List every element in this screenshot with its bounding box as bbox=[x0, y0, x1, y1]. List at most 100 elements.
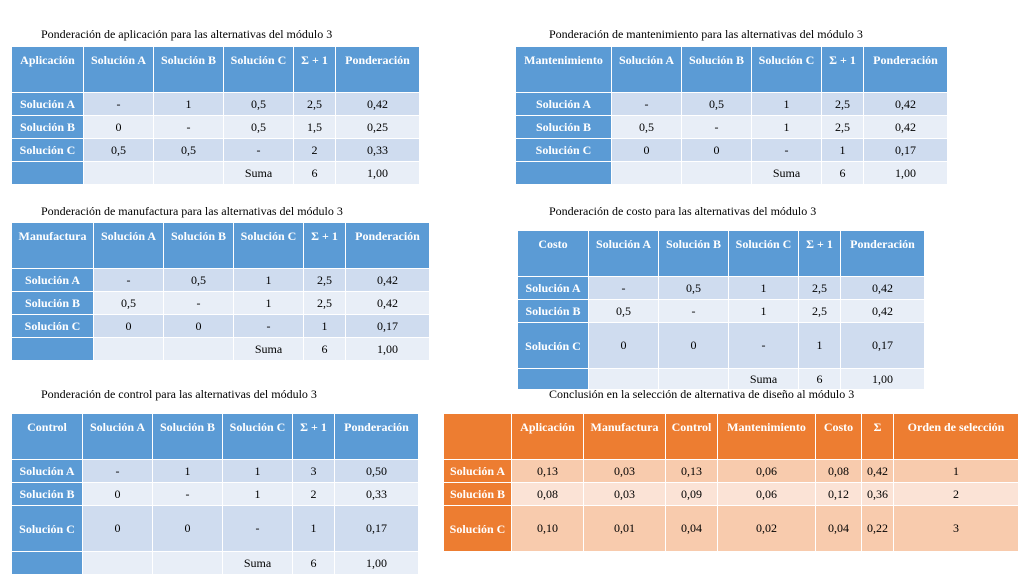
cell: 2,5 bbox=[303, 291, 346, 315]
header-cell: Solución B bbox=[658, 230, 729, 277]
header-cell: Aplicación bbox=[511, 413, 584, 460]
cell: - bbox=[681, 115, 752, 139]
cell: 1 bbox=[751, 115, 822, 139]
cell: 2,5 bbox=[303, 268, 346, 292]
row-header: Solución A bbox=[443, 459, 512, 483]
row-header: Solución A bbox=[11, 268, 94, 292]
row-header: Solución A bbox=[11, 92, 84, 116]
row-header bbox=[517, 368, 589, 390]
cell: 0,12 bbox=[815, 482, 862, 506]
cell: 0,5 bbox=[588, 299, 659, 323]
cell: 1,00 bbox=[335, 161, 420, 185]
row-header: Solución C bbox=[11, 314, 94, 338]
header-cell: Solución A bbox=[93, 222, 164, 269]
row-header: Solución A bbox=[517, 276, 589, 300]
cell: - bbox=[588, 276, 659, 300]
table-manufactura: Manufactura Solución A Solución B Soluci… bbox=[11, 222, 430, 361]
cell: 3 bbox=[893, 505, 1019, 552]
caption-control: Ponderación de control para las alternat… bbox=[41, 387, 317, 401]
cell: - bbox=[93, 268, 164, 292]
row-header: Solución C bbox=[11, 138, 84, 162]
cell: - bbox=[82, 459, 153, 483]
row-header bbox=[11, 161, 84, 185]
cell: 0,33 bbox=[335, 138, 420, 162]
header-cell: Solución C bbox=[751, 46, 822, 93]
header-cell: Solución B bbox=[163, 222, 234, 269]
header-cell: Orden de selección bbox=[893, 413, 1019, 460]
cell: 0,5 bbox=[83, 138, 154, 162]
row-header: Solución A bbox=[11, 459, 83, 483]
table-aplicacion: Aplicación Solución A Solución B Solució… bbox=[11, 46, 420, 185]
cell: 1 bbox=[751, 92, 822, 116]
cell: 0,42 bbox=[840, 299, 925, 323]
cell: 0,08 bbox=[815, 459, 862, 483]
cell: 0,04 bbox=[665, 505, 718, 552]
cell: 0 bbox=[658, 322, 729, 369]
cell: 1 bbox=[798, 322, 841, 369]
row-header: Solución A bbox=[515, 92, 612, 116]
cell: - bbox=[152, 482, 223, 506]
cell: 6 bbox=[293, 161, 336, 185]
cell: 1 bbox=[222, 459, 293, 483]
row-header: Solución C bbox=[515, 138, 612, 162]
header-cell: Manufactura bbox=[583, 413, 666, 460]
row-header: Solución B bbox=[517, 299, 589, 323]
cell: 0,04 bbox=[815, 505, 862, 552]
cell: 0,01 bbox=[583, 505, 666, 552]
cell: 2 bbox=[293, 138, 336, 162]
header-cell: Solución C bbox=[223, 46, 294, 93]
header-cell: Solución B bbox=[681, 46, 752, 93]
header-cell bbox=[443, 413, 512, 460]
cell: - bbox=[222, 505, 293, 552]
cell: - bbox=[153, 115, 224, 139]
cell: 1,00 bbox=[345, 337, 430, 361]
header-cell: Manufactura bbox=[11, 222, 94, 269]
cell: 0,50 bbox=[334, 459, 419, 483]
cell: 0,03 bbox=[583, 482, 666, 506]
cell: 6 bbox=[821, 161, 864, 185]
header-cell: Aplicación bbox=[11, 46, 84, 93]
sum-label: Suma bbox=[222, 551, 293, 575]
cell: 0,36 bbox=[861, 482, 894, 506]
cell: 2,5 bbox=[293, 92, 336, 116]
row-header bbox=[11, 551, 83, 575]
cell: 0,5 bbox=[223, 115, 294, 139]
cell: 0,42 bbox=[345, 291, 430, 315]
cell: 6 bbox=[292, 551, 335, 575]
header-cell: Σ bbox=[861, 413, 894, 460]
header-cell: Σ + 1 bbox=[292, 413, 335, 460]
cell: - bbox=[223, 138, 294, 162]
row-header: Solución B bbox=[11, 291, 94, 315]
cell: 0,17 bbox=[863, 138, 948, 162]
cell: 0,13 bbox=[511, 459, 584, 483]
row-header: Solución C bbox=[517, 322, 589, 369]
cell: 0,06 bbox=[717, 459, 816, 483]
cell bbox=[153, 161, 224, 185]
table-costo: Costo Solución A Solución B Solución C Σ… bbox=[517, 230, 925, 390]
cell: - bbox=[233, 314, 304, 338]
cell: 2 bbox=[893, 482, 1019, 506]
cell: 0 bbox=[152, 505, 223, 552]
cell: 0,42 bbox=[840, 276, 925, 300]
caption-aplicacion: Ponderación de aplicación para las alter… bbox=[41, 27, 333, 41]
cell: 2 bbox=[292, 482, 335, 506]
header-cell: Solución A bbox=[588, 230, 659, 277]
cell: 2,5 bbox=[821, 92, 864, 116]
cell: 1 bbox=[233, 291, 304, 315]
cell bbox=[588, 368, 659, 390]
cell: 0,5 bbox=[223, 92, 294, 116]
header-cell: Mantenimiento bbox=[515, 46, 612, 93]
cell: 2,5 bbox=[798, 299, 841, 323]
header-cell: Solución A bbox=[611, 46, 682, 93]
header-cell: Ponderación bbox=[345, 222, 430, 269]
sum-label: Suma bbox=[223, 161, 294, 185]
cell: 0,17 bbox=[334, 505, 419, 552]
cell: 1,00 bbox=[840, 368, 925, 390]
cell: 0,42 bbox=[863, 115, 948, 139]
cell: - bbox=[728, 322, 799, 369]
row-header: Solución B bbox=[11, 115, 84, 139]
row-header: Solución B bbox=[443, 482, 512, 506]
row-header bbox=[11, 337, 94, 361]
cell: 1 bbox=[728, 276, 799, 300]
row-header: Solución B bbox=[515, 115, 612, 139]
